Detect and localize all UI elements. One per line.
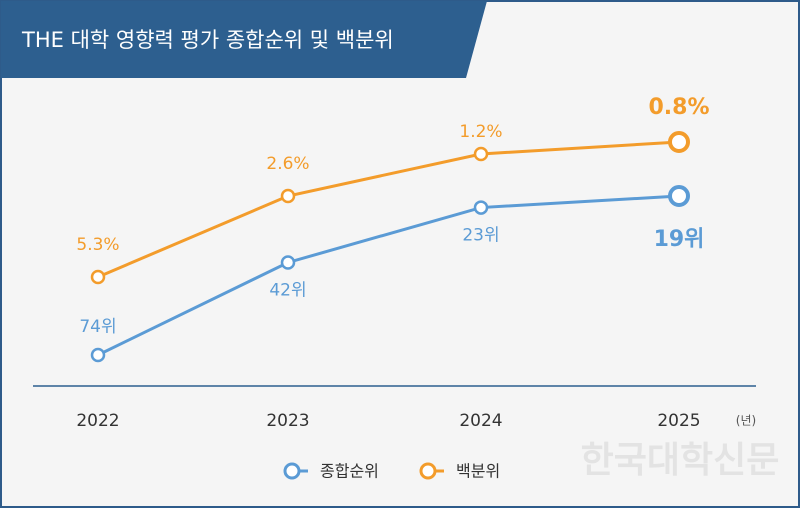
legend-marker (419, 462, 437, 480)
x-tick-label: 2024 (459, 411, 502, 431)
point (90, 269, 106, 285)
point (280, 255, 296, 270)
point (280, 188, 296, 204)
series-line (97, 140, 680, 279)
point (473, 146, 489, 162)
legend-label: 백분위 (456, 462, 500, 481)
series-line (97, 194, 680, 357)
point (668, 185, 690, 207)
x-unit: (년) (736, 414, 756, 428)
x-tick-label: 2022 (76, 411, 119, 431)
x-tick-label: 2025 (657, 411, 700, 431)
watermark: 한국대학신문 (581, 440, 780, 481)
data-label: 23위 (462, 226, 499, 246)
legend-label: 종합순위 (320, 462, 379, 481)
x-tick-label: 2023 (266, 411, 309, 431)
data-label: 42위 (269, 280, 306, 300)
title-banner (1, 1, 487, 78)
data-label: 0.8% (648, 95, 709, 120)
data-label: 5.3% (76, 235, 119, 255)
point (90, 347, 106, 363)
data-label: 19위 (654, 227, 705, 252)
chart-title: THE 대학 영향력 평가 종합순위 및 백분위 (21, 28, 394, 52)
point (668, 131, 690, 153)
point (473, 200, 489, 215)
data-label: 1.2% (459, 122, 502, 142)
data-label: 2.6% (266, 154, 309, 174)
legend-marker (283, 462, 301, 480)
data-label: 74위 (79, 317, 116, 337)
